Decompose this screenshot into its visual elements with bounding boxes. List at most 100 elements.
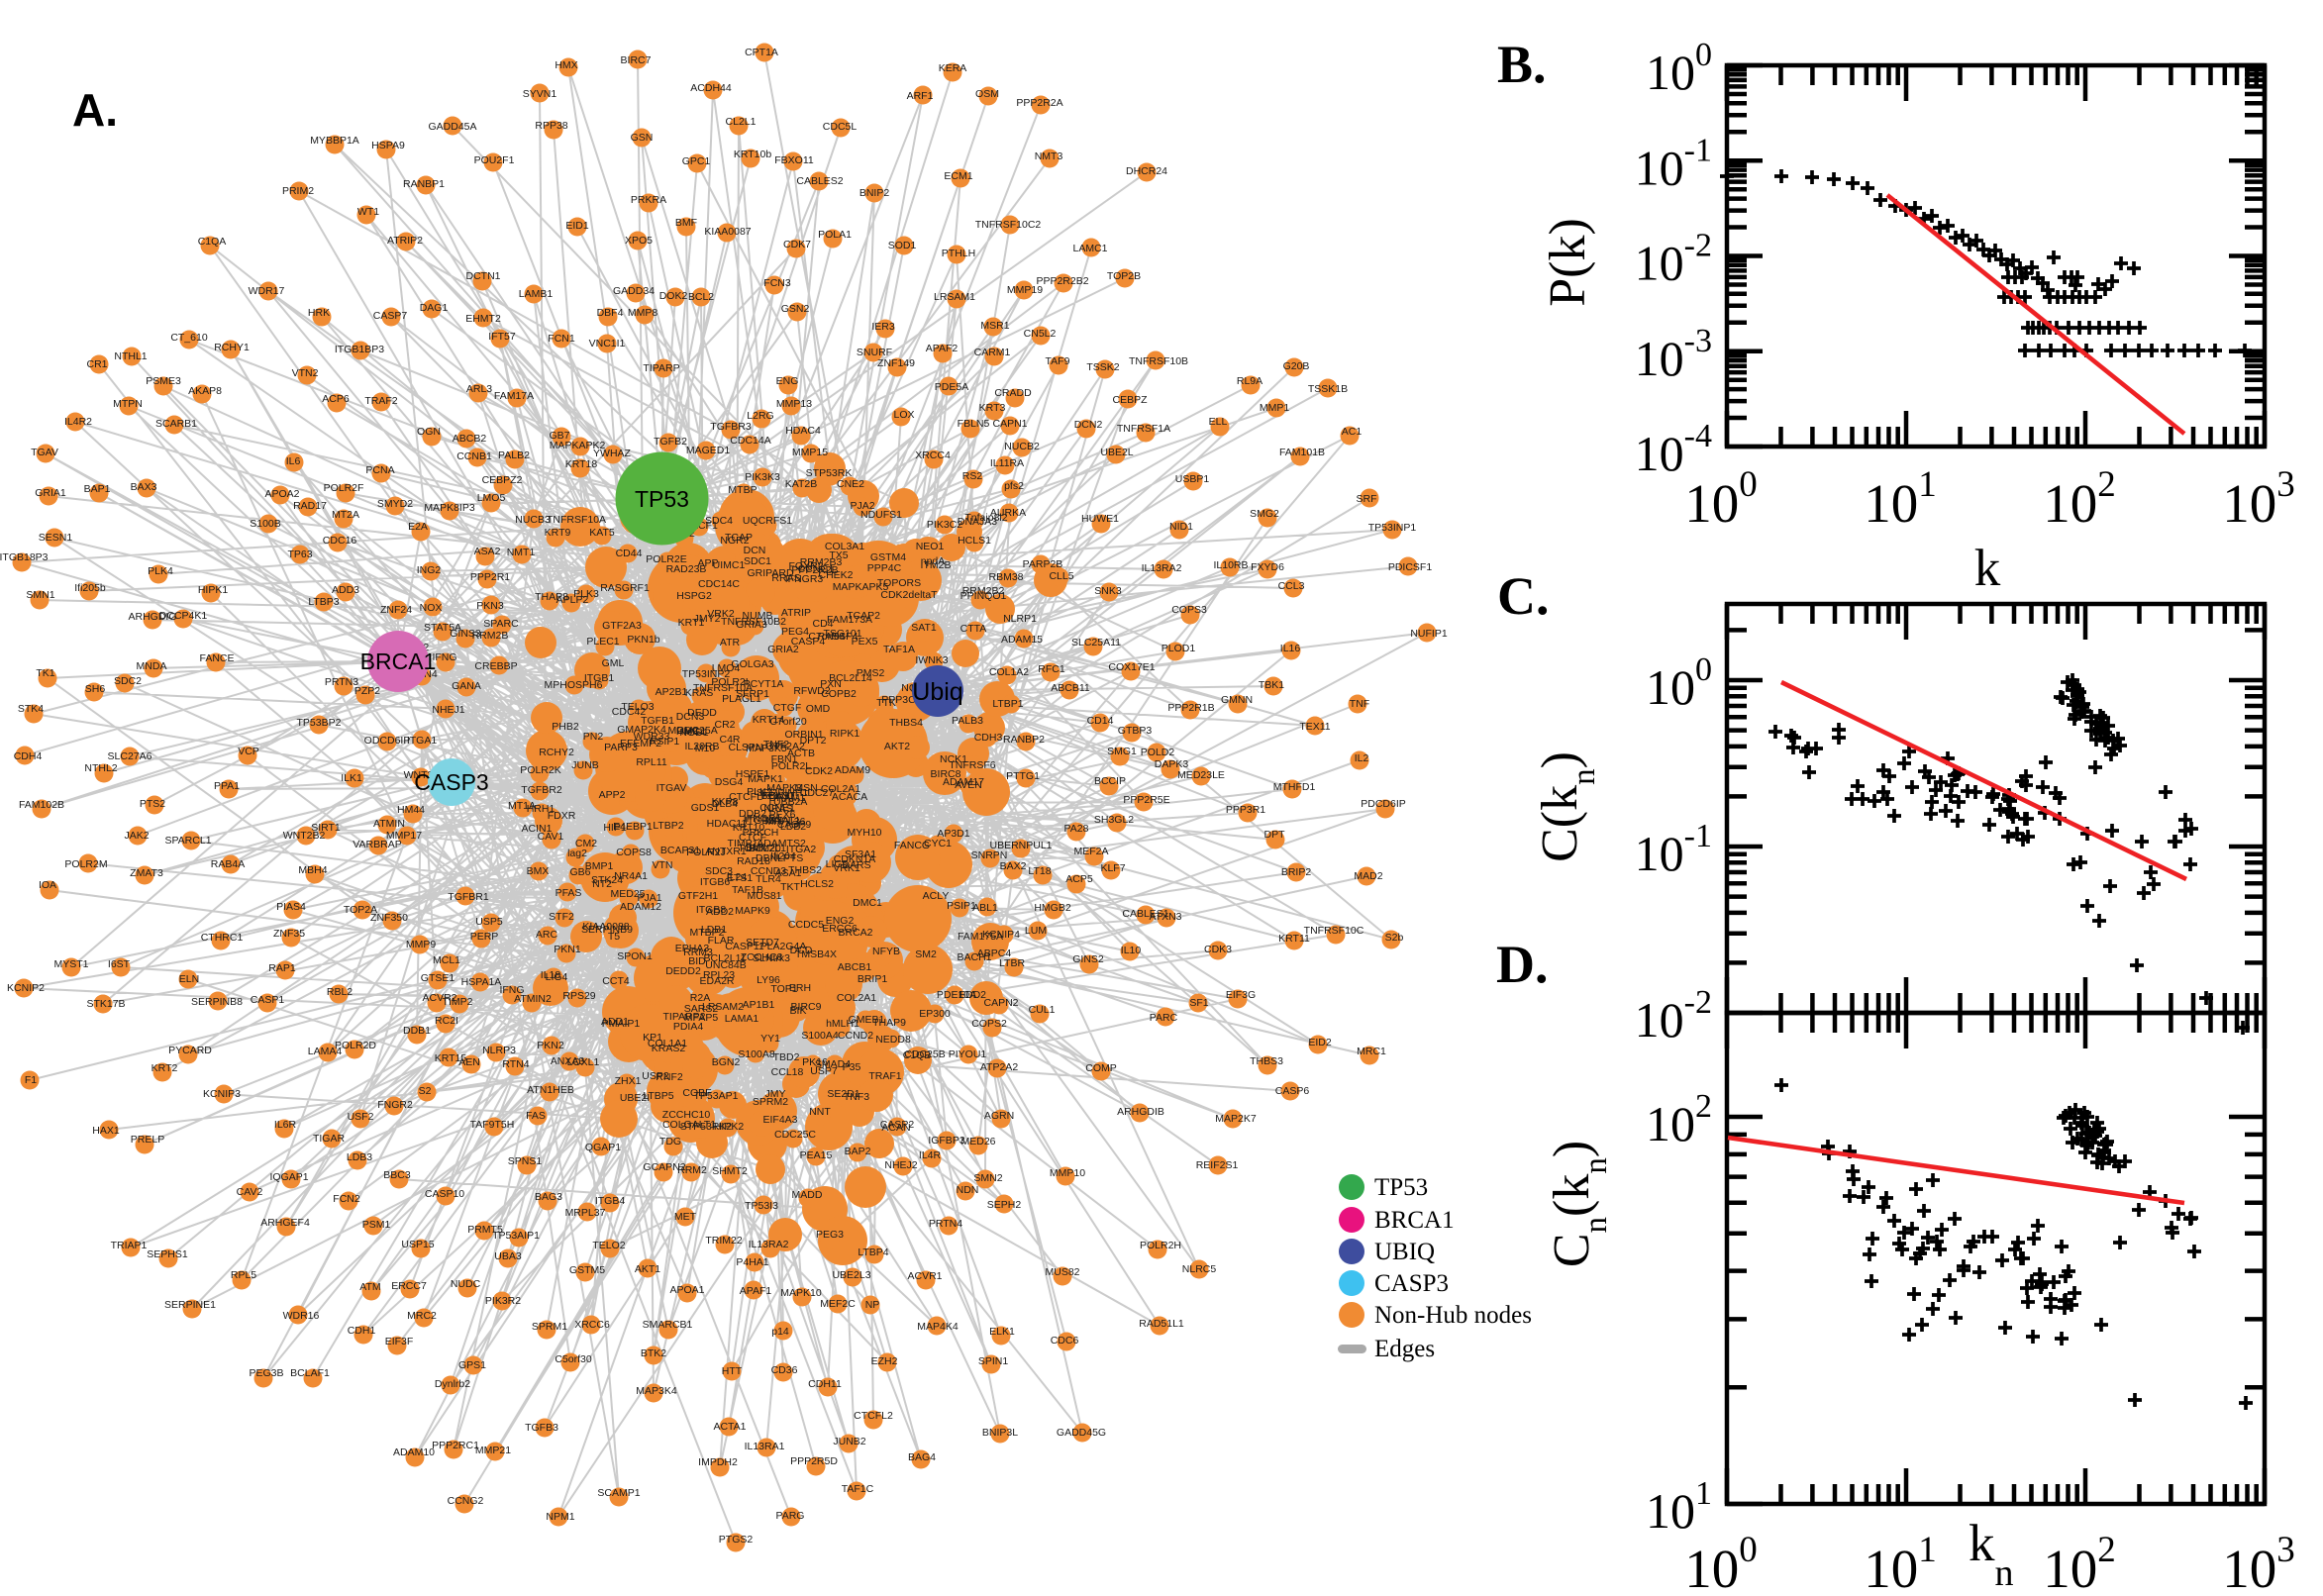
svg-text:BTK2: BTK2 [641, 1347, 666, 1359]
svg-text:RRAS: RRAS [771, 572, 800, 584]
svg-text:NOD1: NOD1 [679, 727, 708, 739]
svg-text:PSIP1: PSIP1 [947, 900, 976, 912]
svg-text:IL13RA2: IL13RA2 [749, 1239, 789, 1250]
svg-text:PIK3R2: PIK3R2 [485, 1295, 521, 1307]
svg-text:PHB2: PHB2 [552, 721, 579, 733]
svg-text:DBF4: DBF4 [597, 307, 624, 319]
svg-text:PSM1: PSM1 [362, 1219, 391, 1231]
svg-text:BCL2L11: BCL2L11 [703, 952, 746, 964]
svg-text:RC2I: RC2I [435, 1015, 458, 1027]
svg-text:IL16: IL16 [1280, 643, 1301, 654]
svg-text:KCNIP3: KCNIP3 [203, 1088, 241, 1100]
svg-text:NHEJ2: NHEJ2 [884, 1159, 917, 1171]
svg-text:NFYB: NFYB [872, 946, 900, 957]
svg-text:POLA1: POLA1 [818, 229, 852, 241]
svg-text:YY1: YY1 [760, 1033, 780, 1045]
svg-text:LRSAM2: LRSAM2 [702, 1001, 744, 1013]
svg-text:ADAM9: ADAM9 [835, 764, 870, 776]
svg-text:FAM101B: FAM101B [1279, 447, 1325, 458]
svg-text:CEBPZ2: CEBPZ2 [482, 474, 523, 486]
svg-text:WT1: WT1 [357, 206, 379, 218]
svg-text:SNURF: SNURF [857, 347, 892, 358]
svg-text:NDUFS1: NDUFS1 [860, 509, 902, 521]
svg-text:LTBP1: LTBP1 [992, 698, 1023, 710]
svg-text:NLRP1: NLRP1 [1003, 613, 1037, 625]
svg-text:PPP2R5D: PPP2R5D [790, 1455, 838, 1467]
svg-text:EDA2R: EDA2R [699, 975, 734, 987]
svg-text:ZNF24: ZNF24 [380, 604, 412, 616]
svg-text:NMT1: NMT1 [507, 547, 536, 558]
svg-text:HM44: HM44 [397, 804, 425, 816]
svg-text:CAPN2: CAPN2 [983, 997, 1018, 1009]
svg-text:ITGB6: ITGB6 [700, 876, 731, 888]
svg-text:TP53: TP53 [635, 486, 689, 512]
svg-text:PEG3: PEG3 [816, 1229, 844, 1241]
svg-text:NTHL1: NTHL1 [114, 350, 147, 362]
svg-text:RFWD2: RFWD2 [793, 685, 830, 697]
svg-text:ITGB5: ITGB5 [745, 815, 775, 827]
svg-text:MYST1: MYST1 [53, 958, 88, 970]
svg-text:EP300: EP300 [919, 1008, 951, 1020]
svg-text:ACVR1: ACVR1 [907, 1270, 942, 1282]
svg-text:SETD7: SETD7 [746, 937, 779, 948]
svg-text:MAD2: MAD2 [1354, 870, 1382, 882]
svg-text:BCLAF1: BCLAF1 [290, 1367, 330, 1379]
svg-text:POLR2J: POLR2J [686, 847, 726, 858]
svg-text:IL11RA: IL11RA [990, 457, 1024, 469]
svg-text:SNK3: SNK3 [1094, 585, 1122, 597]
svg-text:BBC3: BBC3 [383, 1169, 411, 1181]
svg-text:PYCARD: PYCARD [168, 1045, 212, 1056]
svg-text:BLK: BLK [746, 842, 765, 853]
svg-text:BIRC8: BIRC8 [931, 768, 961, 780]
svg-text:SMG2: SMG2 [1250, 508, 1279, 520]
svg-text:QGAP1: QGAP1 [585, 1142, 621, 1153]
svg-text:RCHY1: RCHY1 [214, 342, 250, 353]
svg-text:OSM: OSM [975, 88, 999, 100]
svg-text:RSIP1: RSIP1 [650, 736, 680, 748]
svg-text:RRM2B3: RRM2B3 [800, 556, 843, 568]
svg-text:CNE2: CNE2 [837, 478, 864, 490]
svg-text:CD4: CD4 [812, 618, 833, 630]
svg-text:DARS: DARS [842, 859, 870, 871]
svg-text:k: k [1974, 540, 2001, 597]
svg-text:PIK3K3: PIK3K3 [745, 471, 780, 483]
svg-text:IFT57: IFT57 [488, 331, 516, 343]
svg-text:IFNG: IFNG [432, 651, 456, 663]
svg-text:CRADD: CRADD [994, 387, 1032, 399]
svg-text:SHMT2: SHMT2 [712, 1165, 748, 1177]
svg-text:C7orf20: C7orf20 [769, 716, 807, 728]
svg-text:TNF2: TNF2 [763, 739, 789, 750]
svg-text:AGRN: AGRN [984, 1110, 1014, 1122]
svg-text:ECM1: ECM1 [944, 170, 972, 182]
svg-text:SE2D1: SE2D1 [827, 1088, 859, 1100]
svg-text:YWHAZ: YWHAZ [593, 448, 632, 459]
svg-text:TNFRSF10B2: TNFRSF10B2 [721, 616, 786, 628]
svg-text:COPS2: COPS2 [971, 1018, 1007, 1030]
svg-text:S100A8: S100A8 [738, 1048, 775, 1060]
svg-text:FAM17A: FAM17A [494, 390, 534, 402]
svg-text:RIPK1: RIPK1 [830, 728, 860, 740]
svg-text:KRT9: KRT9 [545, 527, 571, 539]
svg-text:MAPK1: MAPK1 [748, 773, 783, 785]
svg-text:MSR1: MSR1 [980, 320, 1009, 332]
svg-text:TSSK2: TSSK2 [1086, 361, 1119, 373]
svg-text:ATP2A2: ATP2A2 [980, 1061, 1018, 1073]
svg-text:NGR2: NGR2 [720, 535, 749, 547]
svg-text:IL2: IL2 [1355, 752, 1369, 764]
svg-text:TAF1B: TAF1B [732, 884, 763, 896]
svg-text:CHEK2: CHEK2 [818, 569, 853, 581]
svg-text:SPIN1: SPIN1 [978, 1355, 1009, 1367]
svg-text:HIP1: HIP1 [603, 822, 627, 834]
svg-text:BAG3: BAG3 [535, 1191, 562, 1203]
svg-text:E2A: E2A [408, 521, 428, 533]
svg-text:XRCC6: XRCC6 [574, 1319, 610, 1331]
svg-text:PLOD1: PLOD1 [1162, 643, 1196, 654]
svg-text:IL10: IL10 [1121, 945, 1142, 956]
svg-text:RAB4A: RAB4A [211, 858, 245, 870]
svg-text:CD36: CD36 [771, 1364, 798, 1376]
svg-text:PIYOU1: PIYOU1 [949, 1048, 987, 1060]
svg-text:APLP2: APLP2 [556, 594, 589, 606]
svg-text:POLR2K: POLR2K [520, 764, 560, 776]
svg-text:EIF3G: EIF3G [1226, 989, 1256, 1001]
svg-text:TSSK1B: TSSK1B [1308, 383, 1348, 395]
